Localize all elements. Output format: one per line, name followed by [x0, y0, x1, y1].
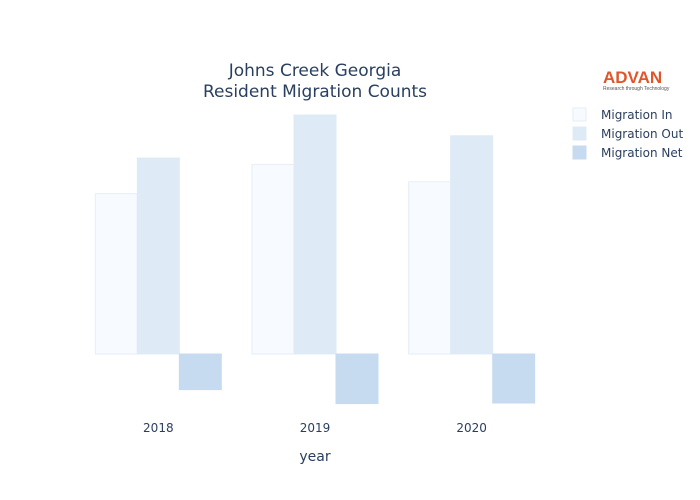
x-tick-label: 2019 [300, 421, 331, 435]
chart-title-line-2: Resident Migration Counts [203, 82, 427, 102]
bar-migration-in-2018[interactable] [94, 193, 138, 355]
advan-logo: ADVAN Research through Technology [603, 68, 670, 92]
x-tick-labels: 2018 2019 2020 [143, 421, 487, 435]
legend-label: Migration In [601, 108, 673, 122]
chart-title-line-1: Johns Creek Georgia [228, 61, 402, 81]
legend-swatch [572, 145, 587, 160]
legend-swatch [572, 107, 587, 122]
x-tick-label: 2020 [456, 421, 487, 435]
x-axis-title: year [299, 449, 330, 465]
bars-layer [94, 114, 536, 405]
bar-migration-out-2019[interactable] [293, 114, 337, 355]
bar-migration-net-2020[interactable] [492, 353, 536, 404]
logo-name: ADVAN [603, 68, 662, 87]
bar-migration-in-2020[interactable] [408, 181, 452, 355]
legend-item-migration-net[interactable]: Migration Net [572, 145, 683, 160]
logo-tagline: Research through Technology [603, 86, 670, 92]
legend-label: Migration Out [601, 127, 683, 141]
legend-swatch [572, 126, 587, 141]
bar-migration-net-2018[interactable] [178, 353, 222, 391]
legend-item-migration-in[interactable]: Migration In [572, 107, 673, 122]
bar-migration-out-2018[interactable] [136, 157, 180, 355]
bar-migration-in-2019[interactable] [251, 164, 295, 355]
bar-migration-out-2020[interactable] [450, 135, 494, 355]
legend-item-migration-out[interactable]: Migration Out [572, 126, 683, 141]
x-tick-label: 2018 [143, 421, 174, 435]
legend-label: Migration Net [601, 146, 683, 160]
legend[interactable]: Migration In Migration Out Migration Net [572, 107, 683, 160]
bar-migration-net-2019[interactable] [335, 353, 379, 405]
